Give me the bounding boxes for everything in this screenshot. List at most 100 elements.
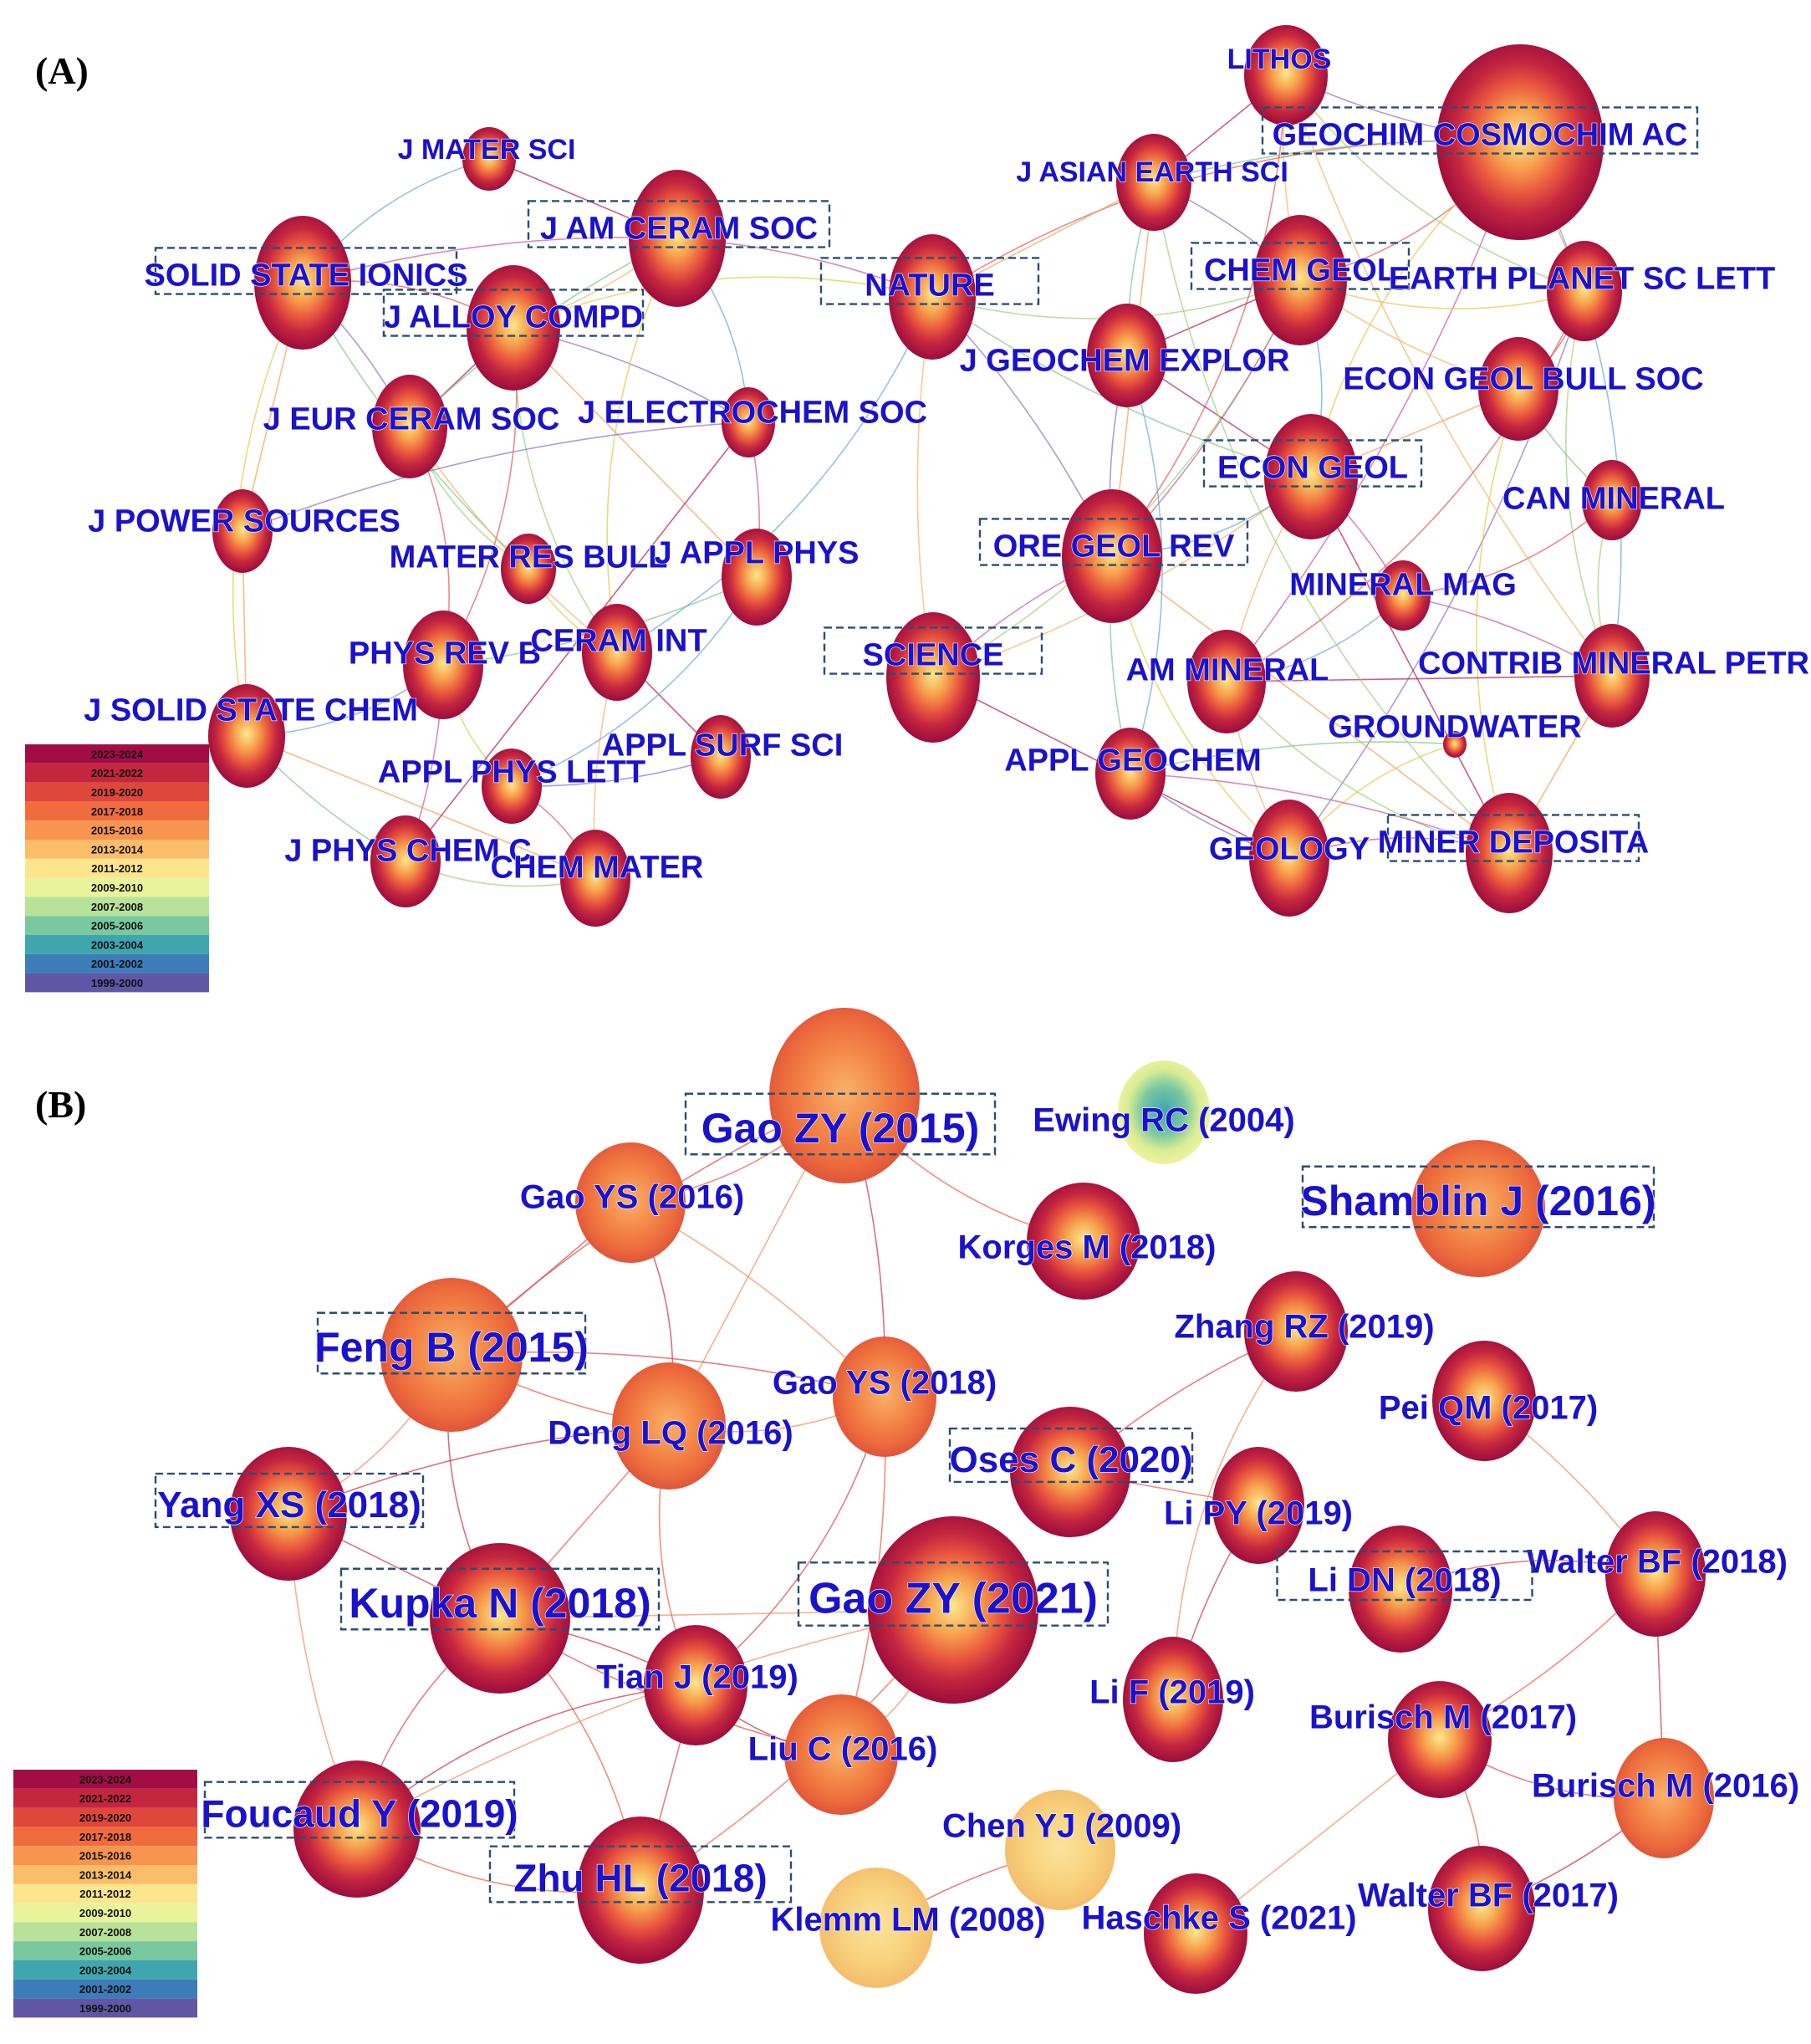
a-legend-label: 2001-2002	[91, 958, 143, 970]
b-node-gaoys16[interactable]: Gao YS (2016)	[519, 1142, 745, 1263]
a-node-egbs[interactable]: ECON GEOL BULL SOC	[1343, 337, 1704, 441]
b-node-tianj[interactable]: Tian J (2019)	[596, 1625, 798, 1745]
a-node-jpower[interactable]: J POWER SOURCES	[88, 489, 400, 573]
a-node-label: NATURE	[865, 268, 995, 304]
a-node-physrevb[interactable]: PHYS REV B	[348, 611, 542, 719]
b-node-zhuhl[interactable]: Zhu HL (2018)	[488, 1817, 793, 1964]
b-node-gaoys18[interactable]: Gao YS (2018)	[772, 1336, 997, 1457]
a-node-ceramint[interactable]: CERAM INT	[530, 604, 707, 701]
a-node-jalloy[interactable]: J ALLOY COMPD	[382, 265, 645, 391]
b-node-lipy[interactable]: Li PY (2019)	[1163, 1447, 1354, 1564]
a-node-label: MINER DEPOSITA	[1378, 825, 1649, 861]
a-node-circle	[1087, 304, 1167, 407]
a-node-jssc[interactable]: J SOLID STATE CHEM	[84, 684, 418, 788]
a-node-jelectro[interactable]: J ELECTROCHEM SOC	[577, 387, 928, 457]
a-edge	[511, 576, 758, 787]
b-legend-swatch	[13, 1979, 197, 1999]
a-node-label: CERAM INT	[530, 624, 707, 659]
a-node-lithos[interactable]: LITHOS	[1227, 25, 1332, 125]
a-node-minmag[interactable]: MINERAL MAG	[1289, 560, 1517, 631]
b-node-shamblin[interactable]: Shamblin J (2016)	[1300, 1140, 1656, 1277]
b-node-fengb[interactable]: Feng B (2015)	[314, 1278, 589, 1432]
a-node-circle	[212, 489, 273, 573]
a-node-label: APPL GEOCHEM	[1004, 744, 1262, 779]
a-node-applphyslett[interactable]: APPL PHYS LETT	[377, 749, 646, 824]
a-node-groundwater[interactable]: GROUNDWATER	[1328, 709, 1582, 758]
b-node-gaozy21[interactable]: Gao ZY (2021)	[797, 1516, 1110, 1704]
b-node-kupka[interactable]: Kupka N (2018)	[339, 1543, 661, 1694]
a-node-epsl[interactable]: EARTH PLANET SC LETT	[1388, 241, 1776, 341]
a-node-jpcc[interactable]: J PHYS CHEM C	[284, 815, 532, 907]
b-node-circle	[1432, 1341, 1536, 1461]
b-node-zhangrz[interactable]: Zhang RZ (2019)	[1174, 1271, 1435, 1392]
b-node-label: Gao YS (2018)	[773, 1364, 997, 1401]
a-node-applgeochem[interactable]: APPL GEOCHEM	[1004, 728, 1262, 820]
a-node-circle	[582, 604, 652, 701]
b-node-korges[interactable]: Korges M (2018)	[957, 1183, 1217, 1300]
b-node-burisch17[interactable]: Burisch M (2017)	[1309, 1681, 1578, 1798]
a-node-geology[interactable]: GEOLOGY	[1208, 800, 1370, 917]
a-node-gca[interactable]: GEOCHIM COSMOCHIM AC	[1261, 44, 1699, 240]
b-node-haschke[interactable]: Haschke S (2021)	[1081, 1873, 1357, 1994]
a-node-applsurf[interactable]: APPL SURF SCI	[601, 715, 844, 799]
b-legend-swatch	[13, 1865, 197, 1884]
b-node-label: Liu C (2016)	[748, 1730, 938, 1767]
b-legend-swatch	[13, 1770, 197, 1789]
b-node-peiqm[interactable]: Pei QM (2017)	[1378, 1341, 1599, 1461]
b-node-label: Gao ZY (2021)	[809, 1575, 1098, 1623]
b-node-circle	[1212, 1447, 1304, 1564]
a-legend-label: 2013-2014	[91, 843, 144, 856]
b-node-klemm[interactable]: Klemm LM (2008)	[770, 1868, 1046, 1988]
a-node-jgexplor[interactable]: J GEOCHEM EXPLOR	[959, 304, 1290, 407]
b-node-ewing[interactable]: Ewing RC (2004)	[1033, 1060, 1295, 1164]
a-node-science[interactable]: SCIENCE	[823, 612, 1043, 743]
a-node-japplphys[interactable]: J APPL PHYS	[654, 529, 860, 626]
a-legend-swatch	[25, 916, 209, 935]
b-node-chenyj[interactable]: Chen YJ (2009)	[941, 1790, 1182, 1910]
a-legend-swatch	[25, 840, 209, 859]
b-node-osesc[interactable]: Oses C (2020)	[948, 1407, 1194, 1537]
a-legend-swatch	[25, 744, 209, 764]
b-node-walter18[interactable]: Walter BF (2018)	[1526, 1511, 1788, 1637]
b-node-burisch16[interactable]: Burisch M (2016)	[1531, 1738, 1800, 1858]
a-node-chemmater[interactable]: CHEM MATER	[490, 830, 704, 927]
a-node-label: J GEOCHEM EXPLOR	[960, 344, 1290, 379]
a-node-canmin[interactable]: CAN MINERAL	[1502, 460, 1726, 540]
a-node-chemgeol[interactable]: CHEM GEOL	[1190, 215, 1411, 345]
a-node-label: CHEM GEOL	[1204, 253, 1396, 289]
a-node-contrib[interactable]: CONTRIB MINERAL PETR	[1417, 624, 1810, 728]
b-node-circle	[769, 1008, 920, 1183]
b-node-yangxs[interactable]: Yang XS (2018)	[154, 1447, 425, 1581]
a-node-label: CAN MINERAL	[1502, 482, 1725, 517]
a-node-jaes[interactable]: J ASIAN EARTH SCI	[1016, 134, 1288, 231]
a-node-nature[interactable]: NATURE	[819, 234, 1040, 360]
b-node-circle	[1388, 1681, 1492, 1798]
a-node-econgeol[interactable]: ECON GEOL	[1202, 414, 1423, 539]
b-node-foucaud[interactable]: Foucaud Y (2019)	[201, 1760, 518, 1898]
b-node-label: Li F (2019)	[1089, 1674, 1255, 1710]
b-node-denglq[interactable]: Deng LQ (2016)	[548, 1362, 793, 1490]
a-node-minerdep[interactable]: MINER DEPOSITA	[1377, 793, 1650, 913]
a-node-ammin[interactable]: AM MINERAL	[1125, 630, 1329, 733]
a-node-circle	[370, 815, 441, 907]
a-node-oregeol[interactable]: ORE GEOL REV	[978, 489, 1249, 623]
a-edge	[1111, 555, 1510, 854]
a-node-jmatsci[interactable]: J MATER SCI	[397, 127, 576, 191]
a-node-jeurceram[interactable]: J EUR CERAM SOC	[263, 375, 560, 478]
b-node-walter17[interactable]: Walter BF (2017)	[1357, 1846, 1620, 1971]
a-node-ssi[interactable]: SOLID STATE IONICS	[144, 216, 468, 350]
a-node-label: EARTH PLANET SC LETT	[1389, 262, 1775, 297]
a-node-jamceram[interactable]: J AM CERAM SOC	[527, 170, 831, 307]
b-node-lif[interactable]: Li F (2019)	[1089, 1637, 1256, 1762]
b-node-label: Ewing RC (2004)	[1033, 1101, 1294, 1138]
a-node-circle	[722, 529, 792, 626]
a-legend-swatch	[25, 935, 209, 954]
a-node-matres[interactable]: MATER RES BULL	[389, 534, 668, 604]
b-legend-swatch	[13, 1827, 197, 1847]
b-node-lidn[interactable]: Li DN (2018)	[1276, 1525, 1533, 1653]
a-node-label: MINERAL MAG	[1289, 568, 1517, 603]
a-edge	[242, 422, 749, 532]
a-legend-swatch	[25, 953, 209, 973]
b-node-liuc[interactable]: Liu C (2016)	[747, 1694, 938, 1815]
b-node-gaozy15[interactable]: Gao ZY (2015)	[684, 1008, 997, 1183]
